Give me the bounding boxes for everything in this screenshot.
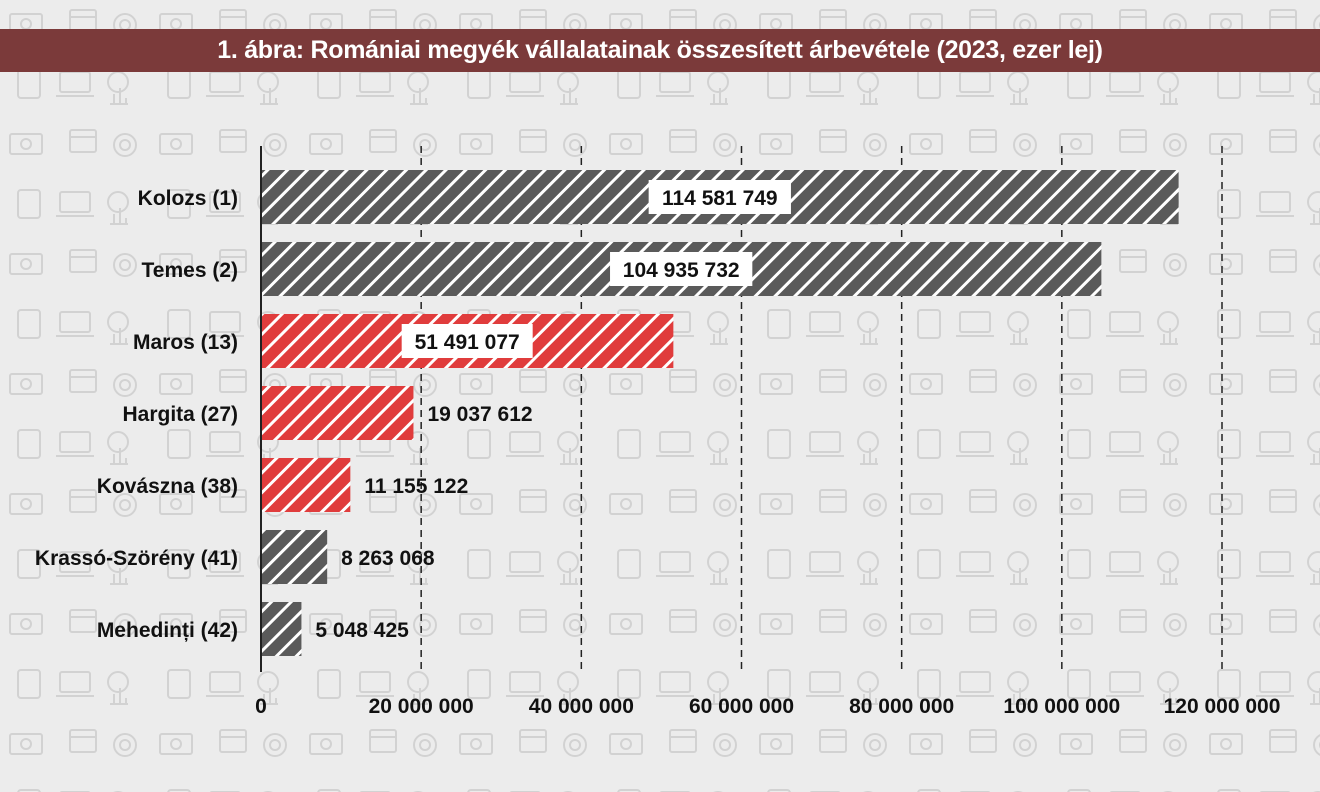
data-label: 51 491 077: [415, 331, 520, 354]
bars: [261, 170, 1179, 656]
category-label: Hargita (27): [122, 403, 238, 426]
grid-lines: [420, 146, 1223, 672]
data-label: 114 581 749: [662, 187, 778, 210]
category-label: Mehedinți (42): [97, 619, 238, 642]
x-tick-label: 100 000 000: [1003, 695, 1120, 718]
bar: [261, 602, 302, 656]
data-label: 8 263 068: [341, 547, 435, 570]
data-label-box: [648, 180, 791, 214]
data-label: 19 037 612: [427, 403, 532, 426]
x-tick-label: 60 000 000: [689, 695, 794, 718]
category-label: Kolozs (1): [138, 187, 238, 210]
category-label: Krassó-Szörény (41): [35, 547, 238, 570]
chart-title: 1. ábra: Romániai megyék vállalatainak ö…: [217, 36, 1103, 64]
data-label-box: [401, 324, 533, 358]
bar: [261, 386, 414, 440]
category-label: Kovászna (38): [97, 475, 238, 498]
x-tick-label: 40 000 000: [529, 695, 634, 718]
data-label: 11 155 122: [364, 475, 468, 498]
x-tick-label: 120 000 000: [1164, 695, 1281, 718]
x-tick-label: 20 000 000: [369, 695, 474, 718]
data-label: 5 048 425: [315, 619, 409, 642]
x-tick-label: 0: [255, 695, 267, 718]
category-labels: Kolozs (1) Temes (2) Maros (13) Hargita (27…: [35, 187, 238, 642]
x-tick-label: 80 000 000: [849, 695, 954, 718]
data-labels: 114 581 749 104 935 732 51 491 077 19 037 6…: [315, 180, 791, 642]
x-tick-labels: 0 20 000 000 40 000 000 60 000 000 80 000 00…: [255, 695, 1280, 718]
data-label: 104 935 732: [623, 259, 740, 282]
chart-title-bar: 1. ábra: Romániai megyék vállalatainak ö…: [0, 29, 1320, 72]
category-label: Temes (2): [142, 259, 238, 282]
category-label: Maros (13): [133, 331, 238, 354]
bar: [261, 530, 328, 584]
bar: [261, 458, 351, 512]
data-label-box: [610, 252, 753, 286]
